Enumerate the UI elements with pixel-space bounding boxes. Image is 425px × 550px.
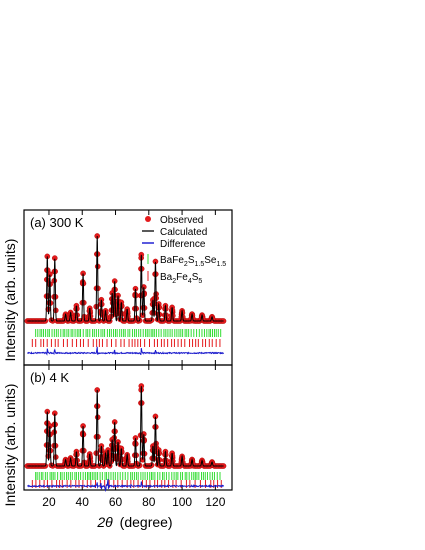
plot-frame [23,364,233,491]
panel-label: (b) 4 K [30,370,69,385]
x-axis-unit: (degree) [120,514,173,530]
x-tick-label: 100 [172,495,192,509]
legend-label-phase1: BaFe2S1.5Se1.5 [160,255,226,268]
difference-line [26,478,225,493]
panel-label: (a) 300 K [30,215,84,230]
legend-label-phase2: Ba2Fe4S5 [160,272,202,285]
x-tick-label: 80 [142,495,156,509]
legend-marker-observed [145,216,151,222]
x-axis-variable: 2θ [96,514,113,530]
y-axis-label-b: Intensity (arb. units) [2,384,18,507]
x-tick-label: 40 [76,495,90,509]
x-axis-label: 2θ (degree) [96,514,172,530]
calculated-line [27,235,224,322]
legend-label-calculated: Calculated [160,227,207,238]
x-tick-label: 60 [109,495,123,509]
calculated-line [27,386,224,467]
legend-label-observed: Observed [160,215,203,226]
panel-b: 20 40 60 80 100 120 (b) 4 K [23,364,233,509]
legend-label-difference: Difference [160,239,206,250]
x-tick-label: 120 [205,495,225,509]
y-axis-label-a: Intensity (arb. units) [2,239,18,362]
x-tick-label: 20 [42,495,56,509]
difference-line [26,346,225,356]
